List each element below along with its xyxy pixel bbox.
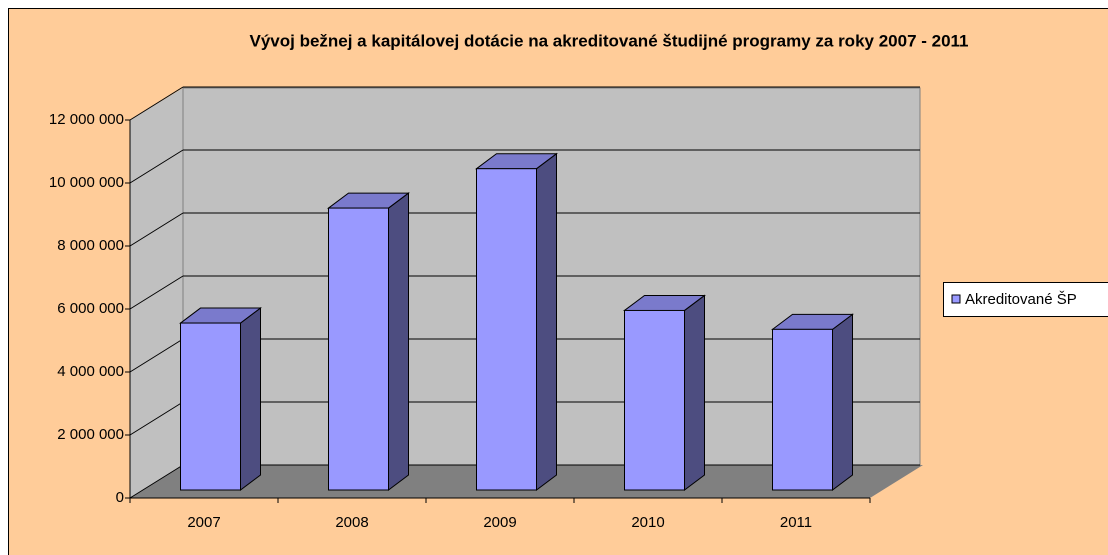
grid-line xyxy=(129,275,184,310)
y-tick-label: 12 000 000 xyxy=(49,111,124,128)
grid-line xyxy=(129,401,184,436)
y-tick-label: 8 000 000 xyxy=(57,237,124,254)
bar-side xyxy=(240,307,261,491)
bar xyxy=(624,309,685,491)
y-tick-label: 2 000 000 xyxy=(57,426,124,443)
grid-line xyxy=(129,212,184,247)
grid-line xyxy=(129,149,184,184)
y-tick-label: 0 xyxy=(116,489,124,506)
x-tick-label: 2011 xyxy=(780,514,812,531)
legend-label: Akreditované ŠP xyxy=(965,291,1077,308)
bar-side xyxy=(388,192,409,491)
bar xyxy=(476,168,537,491)
grid-line xyxy=(129,338,184,373)
legend-marker xyxy=(951,294,961,304)
x-tick-label: 2009 xyxy=(483,514,516,531)
y-tick-label: 4 000 000 xyxy=(57,363,124,380)
legend-box xyxy=(943,282,1108,317)
grid-line xyxy=(129,464,184,499)
x-tick-label: 2010 xyxy=(631,514,664,531)
bar xyxy=(180,322,241,491)
y-tick-label: 6 000 000 xyxy=(57,300,124,317)
x-tick-label: 2008 xyxy=(335,514,368,531)
bar xyxy=(772,328,833,491)
chart-title: Vývoj bežnej a kapitálovej dotácie na ak… xyxy=(249,31,968,50)
grid-line xyxy=(129,86,184,121)
y-tick-label: 10 000 000 xyxy=(49,174,124,191)
bar-side xyxy=(684,294,705,491)
bar-side xyxy=(536,152,557,491)
bar-side xyxy=(832,313,853,491)
bar xyxy=(328,207,389,491)
x-tick-label: 2007 xyxy=(187,514,220,531)
